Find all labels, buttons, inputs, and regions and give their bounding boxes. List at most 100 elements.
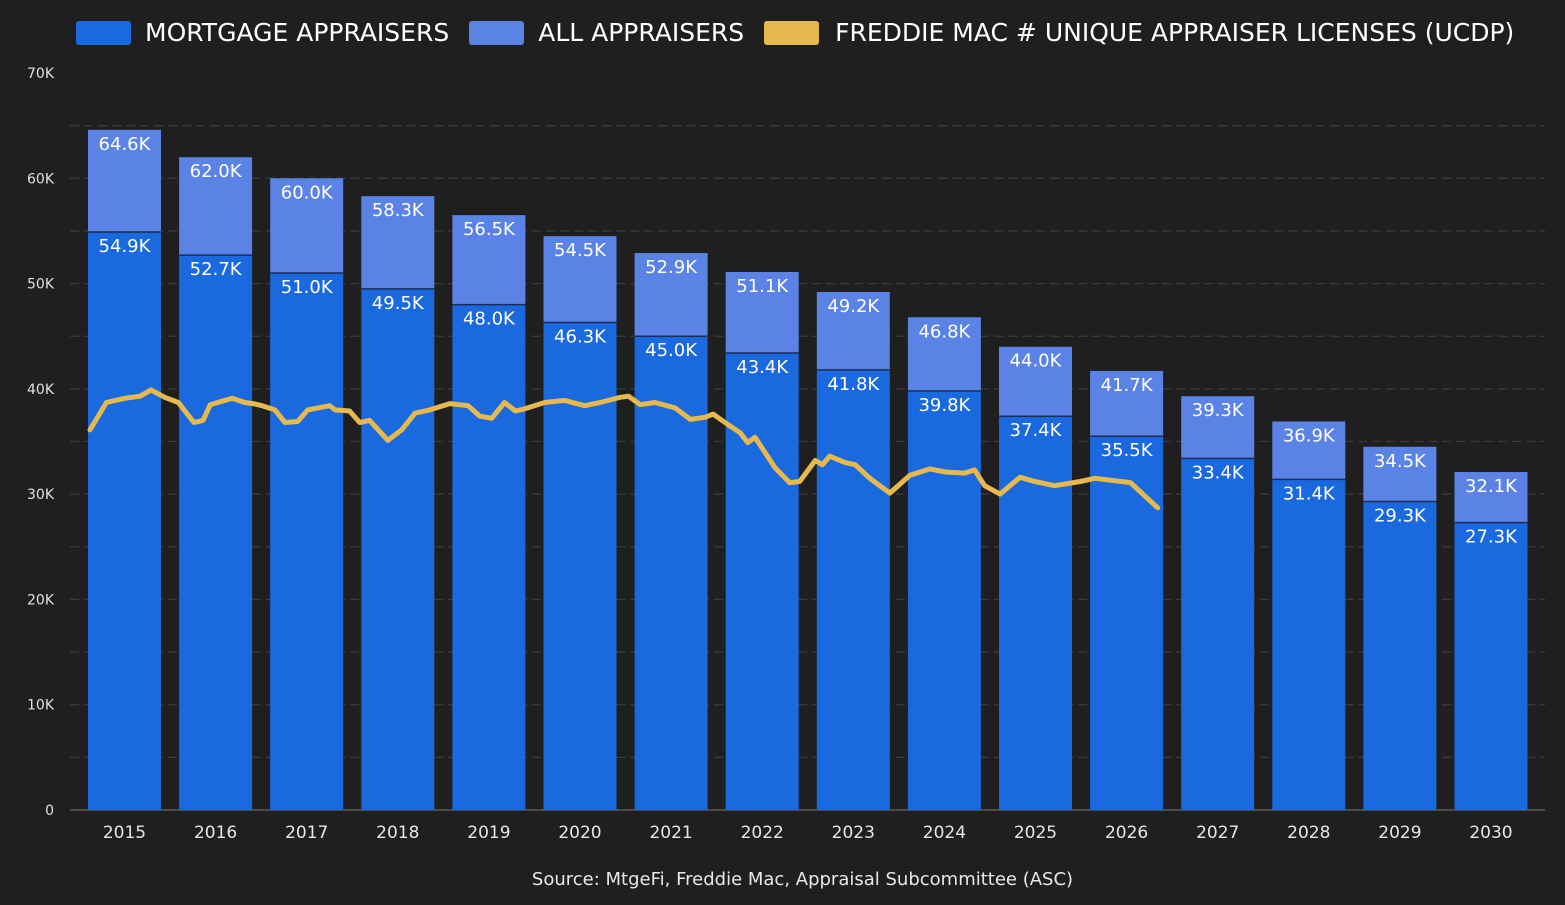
y-tick-label: 30K (27, 487, 55, 503)
y-tick-label: 0 (45, 803, 54, 819)
bar-mortgage-appraisers (179, 255, 253, 810)
x-tick-label: 2016 (194, 823, 237, 843)
legend-swatch-all (469, 20, 525, 45)
x-tick-label: 2025 (1014, 823, 1057, 843)
data-label-mortgage: 52.7K (190, 259, 243, 280)
x-tick-label: 2019 (467, 823, 510, 843)
x-tick-label: 2029 (1378, 823, 1421, 843)
x-tick-label: 2015 (103, 823, 146, 843)
bar-mortgage-appraisers (1363, 501, 1437, 810)
x-tick-label: 2030 (1469, 823, 1512, 843)
bar-all-appraisers (725, 271, 799, 354)
x-tick-label: 2027 (1196, 823, 1239, 843)
x-tick-label: 2024 (923, 823, 966, 843)
data-label-mortgage: 31.4K (1283, 483, 1336, 504)
data-label-all: 36.9K (1283, 425, 1336, 446)
y-tick-label: 50K (27, 277, 55, 293)
data-label-mortgage: 49.5K (372, 293, 425, 314)
x-tick-label: 2026 (1105, 823, 1148, 843)
data-label-all: 60.0K (281, 182, 334, 203)
data-label-all: 46.8K (918, 321, 971, 342)
data-label-all: 54.5K (554, 240, 607, 261)
bar-mortgage-appraisers (725, 353, 799, 810)
y-tick-label: 20K (27, 592, 55, 608)
data-label-all: 52.9K (645, 257, 698, 278)
bar-all-appraisers (907, 317, 981, 391)
data-label-all: 41.7K (1101, 375, 1154, 396)
data-label-mortgage: 29.3K (1374, 506, 1427, 527)
legend-swatch-freddie (764, 20, 820, 45)
bar-mortgage-appraisers (1454, 522, 1528, 810)
bar-mortgage-appraisers (816, 369, 890, 810)
data-label-all: 39.3K (1192, 400, 1245, 421)
bar-all-appraisers (361, 196, 435, 289)
data-label-all: 49.2K (827, 296, 880, 317)
legend-item-mortgage[interactable]: MORTGAGE APPRAISERS (76, 18, 449, 47)
data-label-mortgage: 27.3K (1465, 527, 1518, 548)
data-label-all: 58.3K (372, 200, 425, 221)
legend-label: ALL APPRAISERS (538, 18, 745, 47)
line-freddie-mac-licenses (87, 387, 1161, 511)
bar-mortgage-appraisers (270, 273, 344, 810)
bar-all-appraisers (816, 291, 890, 370)
y-tick-label: 70K (27, 66, 55, 82)
bar-mortgage-appraisers (88, 231, 161, 810)
bar-all-appraisers (179, 157, 253, 256)
x-tick-label: 2022 (741, 823, 784, 843)
bar-all-appraisers (270, 178, 344, 274)
bar-all-appraisers (1272, 421, 1346, 480)
data-label-mortgage: 35.5K (1101, 440, 1154, 461)
data-label-all: 64.6K (99, 134, 152, 155)
data-label-all: 44.0K (1010, 351, 1063, 372)
legend-label: FREDDIE MAC # UNIQUE APPRAISER LICENSES … (835, 18, 1515, 47)
x-tick-label: 2020 (558, 823, 601, 843)
legend-label: MORTGAGE APPRAISERS (145, 18, 450, 47)
y-tick-label: 40K (27, 382, 55, 398)
x-tick-label: 2028 (1287, 823, 1330, 843)
bar-all-appraisers (452, 215, 526, 305)
data-label-mortgage: 48.0K (463, 309, 516, 330)
bar-all-appraisers (88, 129, 161, 232)
x-tick-label: 2021 (649, 823, 692, 843)
source-note: Source: MtgeFi, Freddie Mac, Appraisal S… (531, 869, 1074, 890)
legend-swatch-mortgage (76, 20, 131, 45)
bar-mortgage-appraisers (1272, 479, 1346, 810)
data-label-all: 56.5K (463, 219, 516, 240)
x-tick-label: 2017 (285, 823, 328, 843)
data-label-mortgage: 39.8K (918, 395, 971, 416)
bar-mortgage-appraisers (1181, 458, 1255, 810)
bar-mortgage-appraisers (361, 288, 435, 811)
data-label-all: 62.0K (190, 161, 243, 182)
legend-item-all[interactable]: ALL APPRAISERS (469, 18, 744, 47)
bar-all-appraisers (1181, 396, 1255, 459)
bar-all-appraisers (1090, 370, 1164, 437)
data-label-all: 32.1K (1465, 476, 1518, 497)
data-label-mortgage: 41.8K (827, 374, 880, 395)
data-label-mortgage: 45.0K (645, 340, 698, 361)
y-tick-label: 10K (27, 698, 55, 714)
x-tick-label: 2023 (832, 823, 875, 843)
y-tick-label: 60K (27, 171, 55, 187)
bar-mortgage-appraisers (1090, 436, 1164, 810)
data-label-mortgage: 43.4K (736, 357, 789, 378)
bar-mortgage-appraisers (999, 416, 1072, 810)
bar-all-appraisers (1363, 446, 1437, 502)
legend: MORTGAGE APPRAISERS ALL APPRAISERS FREDD… (76, 18, 1534, 47)
data-label-all: 34.5K (1374, 451, 1427, 472)
data-label-all: 51.1K (736, 276, 789, 297)
bar-all-appraisers (1454, 472, 1528, 523)
data-label-mortgage: 46.3K (554, 327, 607, 348)
data-label-mortgage: 51.0K (281, 277, 334, 298)
data-label-mortgage: 37.4K (1010, 420, 1063, 441)
bar-mortgage-appraisers (543, 322, 617, 810)
bar-all-appraisers (634, 253, 708, 337)
bar-all-appraisers (543, 236, 617, 323)
bar-mortgage-appraisers (452, 304, 526, 810)
data-label-mortgage: 33.4K (1192, 462, 1245, 483)
bar-all-appraisers (999, 346, 1072, 417)
data-label-mortgage: 54.9K (99, 236, 152, 257)
legend-item-freddie[interactable]: FREDDIE MAC # UNIQUE APPRAISER LICENSES … (764, 18, 1514, 47)
x-tick-label: 2018 (376, 823, 419, 843)
bar-mortgage-appraisers (907, 390, 981, 810)
